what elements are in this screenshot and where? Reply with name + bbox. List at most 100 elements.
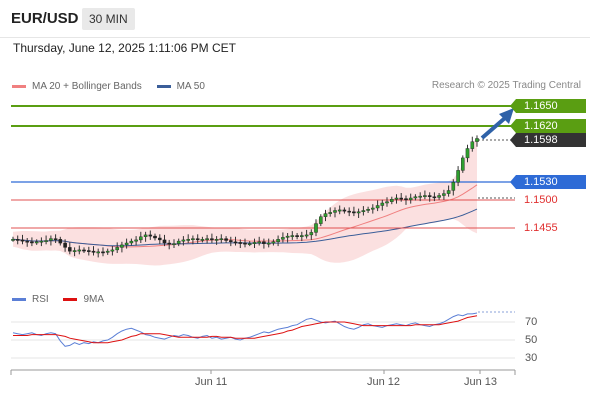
rsi-swatch	[12, 298, 26, 301]
candle	[371, 204, 375, 214]
candle	[77, 245, 82, 255]
candle	[423, 190, 427, 200]
candle	[53, 234, 58, 243]
candle-body	[110, 249, 115, 252]
candle-body	[200, 239, 205, 241]
research-credit: Research © 2025 Trading Central	[431, 80, 581, 91]
candle	[247, 241, 252, 247]
candle-body	[337, 209, 342, 212]
candle-body	[224, 238, 228, 241]
candle	[49, 235, 53, 246]
candle-body	[328, 212, 333, 214]
ma9-label: 9MA	[83, 294, 105, 305]
candle-body	[281, 237, 285, 240]
candle-body	[475, 138, 479, 142]
candle-body	[437, 195, 441, 198]
candle-body	[205, 238, 209, 241]
candle-body	[167, 242, 172, 245]
timeframe-badge[interactable]: 30 MIN	[82, 8, 135, 30]
candle	[101, 247, 105, 257]
candle	[333, 207, 337, 218]
candle-body	[67, 247, 72, 252]
candle	[375, 200, 380, 212]
candle	[309, 229, 314, 240]
candle-body	[342, 209, 347, 212]
candle-body	[124, 242, 129, 246]
candle-body	[432, 196, 437, 199]
candle-body	[465, 148, 470, 159]
candle-body	[44, 240, 48, 242]
candle	[437, 193, 441, 200]
candle-body	[30, 241, 34, 244]
candle	[451, 179, 456, 196]
candle	[44, 235, 48, 245]
ma9-swatch	[63, 298, 78, 301]
candle	[314, 219, 318, 237]
datetime-label: Thursday, June 12, 2025 1:11:06 PM CET	[13, 41, 237, 55]
candle-body	[120, 244, 124, 248]
candle-body	[63, 242, 67, 248]
candle	[456, 166, 460, 187]
candle-body	[262, 241, 266, 244]
tag-r2: 1.1650	[510, 99, 586, 113]
forecast-arrow-shaft	[480, 116, 507, 140]
candle	[323, 209, 328, 222]
candle	[228, 236, 233, 247]
candle-body	[20, 239, 25, 242]
candle-body	[390, 198, 394, 202]
candle-body	[257, 241, 262, 244]
candle-body	[470, 141, 475, 149]
candle-body	[404, 198, 408, 201]
candle	[432, 192, 437, 202]
candle	[366, 206, 370, 213]
candle-body	[72, 250, 77, 252]
candle-body	[11, 239, 15, 241]
candle	[82, 247, 86, 253]
candle	[394, 194, 399, 204]
candle-body	[385, 201, 389, 204]
candle-body	[96, 251, 100, 254]
rsi-tick-70: 70	[525, 316, 538, 328]
candle-body	[115, 247, 119, 251]
candle	[276, 235, 280, 247]
candle-body	[191, 238, 195, 241]
candle-body	[451, 182, 456, 191]
candle-body	[195, 238, 200, 241]
candle-body	[25, 240, 30, 243]
candle	[11, 236, 15, 242]
candle-body	[186, 239, 191, 241]
candle	[408, 193, 413, 204]
candle-body	[238, 242, 243, 244]
candle	[352, 206, 356, 217]
candle-body	[252, 242, 257, 244]
candle	[295, 233, 299, 240]
candle-body	[157, 237, 162, 241]
candle-body	[371, 207, 375, 210]
candle-body	[456, 170, 460, 183]
candle-body	[91, 250, 96, 253]
candle	[86, 246, 91, 256]
candle	[290, 231, 295, 240]
candle	[172, 239, 176, 248]
candle	[167, 239, 172, 250]
candle-body	[77, 249, 82, 252]
candle-body	[295, 235, 299, 237]
candle	[238, 239, 243, 248]
candle	[96, 248, 100, 258]
candle	[252, 238, 257, 248]
candle-body	[34, 241, 39, 244]
candle	[214, 236, 219, 245]
candle	[356, 208, 361, 218]
candle-body	[423, 195, 427, 197]
candle	[205, 234, 209, 244]
legend-item-rsi: RSI	[12, 294, 49, 305]
rsi-legend: RSI 9MA	[12, 293, 116, 305]
candle-body	[285, 235, 290, 238]
candle	[25, 238, 30, 247]
candle	[399, 193, 404, 202]
candle-body	[442, 193, 446, 196]
candle-body	[143, 234, 148, 237]
candle	[129, 238, 134, 246]
candle-body	[271, 241, 276, 244]
